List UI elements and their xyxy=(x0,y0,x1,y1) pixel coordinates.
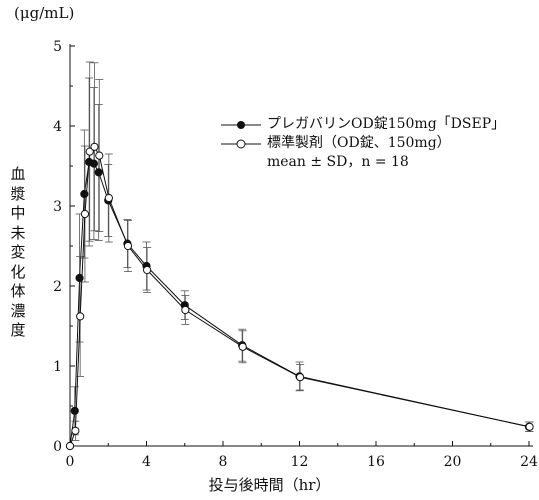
series-line xyxy=(69,145,530,447)
legend-label-dsep: プレガバリンOD錠150mg「DSEP」 xyxy=(267,116,506,132)
data-point-standard xyxy=(525,422,534,431)
data-point-standard xyxy=(85,147,94,156)
x-tick-label: 16 xyxy=(367,454,385,470)
data-point-standard xyxy=(80,209,90,219)
data-point-dsep xyxy=(94,168,103,177)
data-point-standard xyxy=(123,241,133,251)
legend-label-standard: 標準製剤（OD錠、150mg） xyxy=(267,135,451,151)
x-tick-label: 24 xyxy=(520,454,538,470)
data-point-standard xyxy=(143,265,152,275)
data-point-standard xyxy=(65,441,75,451)
filled-circle-marker-icon xyxy=(221,120,261,129)
y-tick-label: 0 xyxy=(53,439,62,455)
x-tick-label: 0 xyxy=(66,454,75,470)
legend-item-standard: 標準製剤（OD錠、150mg） xyxy=(221,134,505,153)
data-point-standard xyxy=(181,305,190,315)
x-tick-label: 8 xyxy=(219,454,228,470)
data-point-dsep xyxy=(80,189,89,199)
x-tick-label: 20 xyxy=(444,454,462,470)
legend: プレガバリンOD錠150mg「DSEP」 標準製剤（OD錠、150mg） mea… xyxy=(221,115,505,172)
data-point-dsep xyxy=(70,406,79,415)
open-circle-marker-icon xyxy=(221,139,261,148)
data-point-standard xyxy=(90,142,99,151)
y-axis-unit: (μg/mL) xyxy=(14,4,75,22)
data-point-standard xyxy=(71,426,80,435)
data-point-dsep xyxy=(89,159,99,168)
y-tick-label: 5 xyxy=(53,39,62,55)
y-tick-label: 4 xyxy=(53,119,62,135)
legend-note: mean ± SD，n = 18 xyxy=(267,154,409,170)
y-tick-label: 1 xyxy=(53,359,62,375)
data-point-standard xyxy=(238,342,247,351)
data-point-standard xyxy=(296,373,305,382)
series-line xyxy=(69,161,530,447)
y-tick-label: 2 xyxy=(53,279,62,295)
x-axis-label: 投与後時間（hr） xyxy=(208,476,331,494)
legend-item-dsep: プレガバリンOD錠150mg「DSEP」 xyxy=(221,115,505,134)
data-point-standard xyxy=(95,151,104,160)
data-point-dsep xyxy=(75,273,84,283)
x-tick-label: 4 xyxy=(142,454,151,470)
y-tick-label: 3 xyxy=(53,199,62,215)
data-point-standard xyxy=(104,193,113,203)
y-axis-label: 血漿中未変化体濃度 xyxy=(10,165,26,339)
x-tick-label: 12 xyxy=(291,454,309,470)
data-point-standard xyxy=(76,312,85,321)
